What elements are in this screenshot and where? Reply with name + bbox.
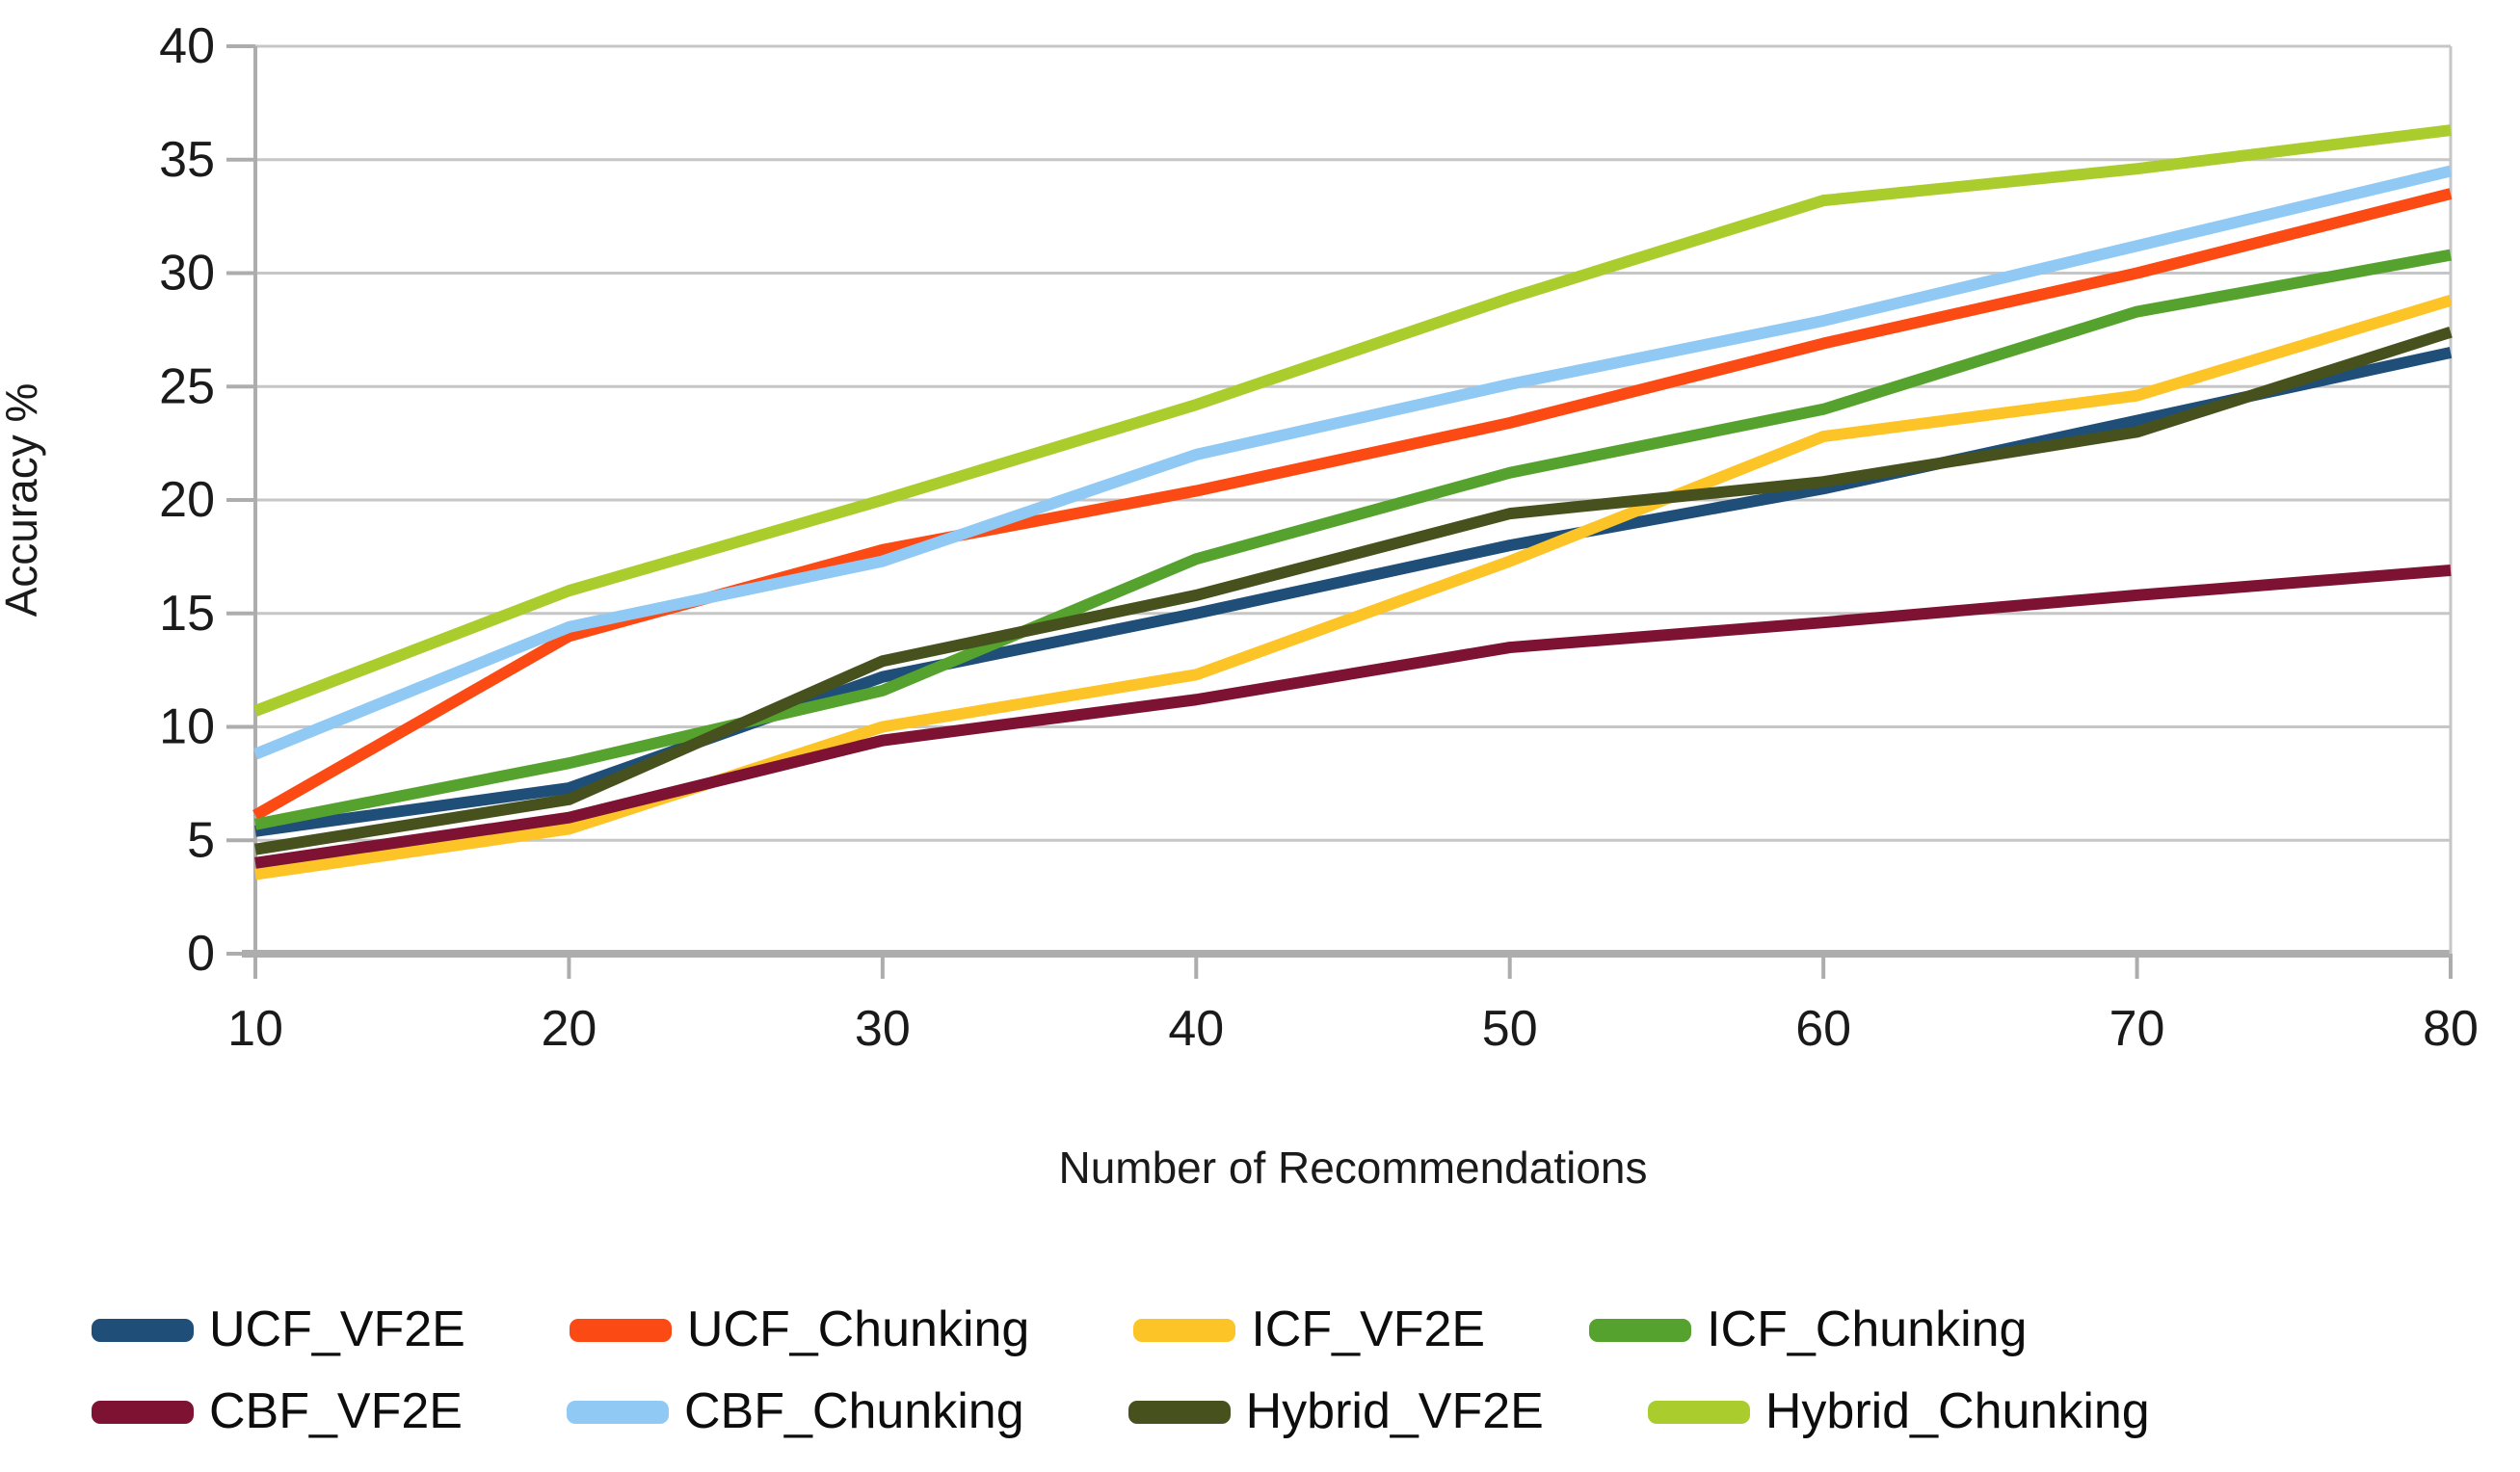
legend-swatch-hybrid-chunking-icon xyxy=(1647,1400,1750,1424)
y-tick-label: 5 xyxy=(187,812,215,868)
legend-swatch-cbf-chunking-icon xyxy=(566,1400,669,1424)
x-axis-title: Number of Recommendations xyxy=(1058,1143,1648,1193)
x-tick-label: 60 xyxy=(1795,1001,1851,1057)
legend-item-ucf-vf2e: UCF_VF2E xyxy=(92,1301,465,1357)
legend-label: UCF_VF2E xyxy=(209,1301,465,1357)
legend-row-1: UCF_VF2E UCF_Chunking ICF_VF2E ICF_Chunk… xyxy=(92,1301,2443,1357)
legend-row-2: CBF_VF2E CBF_Chunking Hybrid_VF2E Hybrid… xyxy=(92,1383,2443,1440)
series-line-UCF_VF2E xyxy=(254,347,2453,837)
series-line-ICF_Chunking xyxy=(253,249,2453,830)
legend-item-hybrid-chunking: Hybrid_Chunking xyxy=(1647,1383,2150,1440)
legend-label: ICF_VF2E xyxy=(1251,1301,1486,1357)
y-tick-label: 10 xyxy=(159,699,215,755)
series-line-CBF_VF2E xyxy=(254,565,2452,869)
legend-label: CBF_VF2E xyxy=(209,1383,463,1440)
series-line-Hybrid_VF2E xyxy=(254,327,2453,855)
legend-swatch-icf-vf2e-icon xyxy=(1133,1318,1236,1342)
series-line-CBF_Chunking xyxy=(252,165,2453,760)
y-tick-label: 0 xyxy=(187,926,215,982)
y-tick-label: 35 xyxy=(159,132,215,188)
legend-item-hybrid-vf2e: Hybrid_VF2E xyxy=(1127,1383,1544,1440)
legend-swatch-cbf-vf2e-icon xyxy=(92,1400,194,1424)
y-tick-label: 40 xyxy=(159,18,215,74)
legend-swatch-icf-chunking-icon xyxy=(1589,1318,1692,1342)
legend-item-ucf-chunking: UCF_Chunking xyxy=(569,1301,1030,1357)
legend-item-cbf-vf2e: CBF_VF2E xyxy=(92,1383,463,1440)
x-tick-label: 50 xyxy=(1482,1001,1538,1057)
series-line-Hybrid_Chunking xyxy=(252,124,2452,717)
x-tick-label: 30 xyxy=(855,1001,911,1057)
x-tick-label: 70 xyxy=(2109,1001,2165,1057)
legend-swatch-hybrid-vf2e-icon xyxy=(1127,1400,1231,1424)
legend-swatch-ucf-vf2e-icon xyxy=(92,1318,194,1342)
legend-item-cbf-chunking: CBF_Chunking xyxy=(566,1383,1024,1440)
x-tick-label: 40 xyxy=(1168,1001,1224,1057)
y-tick-label: 20 xyxy=(159,472,215,528)
y-axis-title: Accuracy % xyxy=(0,382,46,618)
legend-label: Hybrid_VF2E xyxy=(1245,1383,1544,1440)
x-tick-label: 80 xyxy=(2423,1001,2479,1057)
series-line-ICF_VF2E xyxy=(254,295,2453,881)
legend-label: UCF_Chunking xyxy=(686,1301,1030,1357)
y-tick-label: 15 xyxy=(159,586,215,642)
x-tick-label: 20 xyxy=(542,1001,597,1057)
legend-item-icf-chunking: ICF_Chunking xyxy=(1589,1301,2028,1357)
legend-label: Hybrid_Chunking xyxy=(1764,1383,2150,1440)
legend: UCF_VF2E UCF_Chunking ICF_VF2E ICF_Chunk… xyxy=(92,1301,2443,1440)
x-tick-label: 10 xyxy=(227,1001,283,1057)
legend-label: ICF_Chunking xyxy=(1707,1301,2028,1357)
legend-label: CBF_Chunking xyxy=(683,1383,1024,1440)
legend-swatch-ucf-chunking-icon xyxy=(569,1318,672,1342)
y-tick-label: 25 xyxy=(159,358,215,414)
y-tick-label: 30 xyxy=(159,246,215,302)
legend-item-icf-vf2e: ICF_VF2E xyxy=(1133,1301,1486,1357)
series-line-UCF_Chunking xyxy=(252,188,2453,821)
